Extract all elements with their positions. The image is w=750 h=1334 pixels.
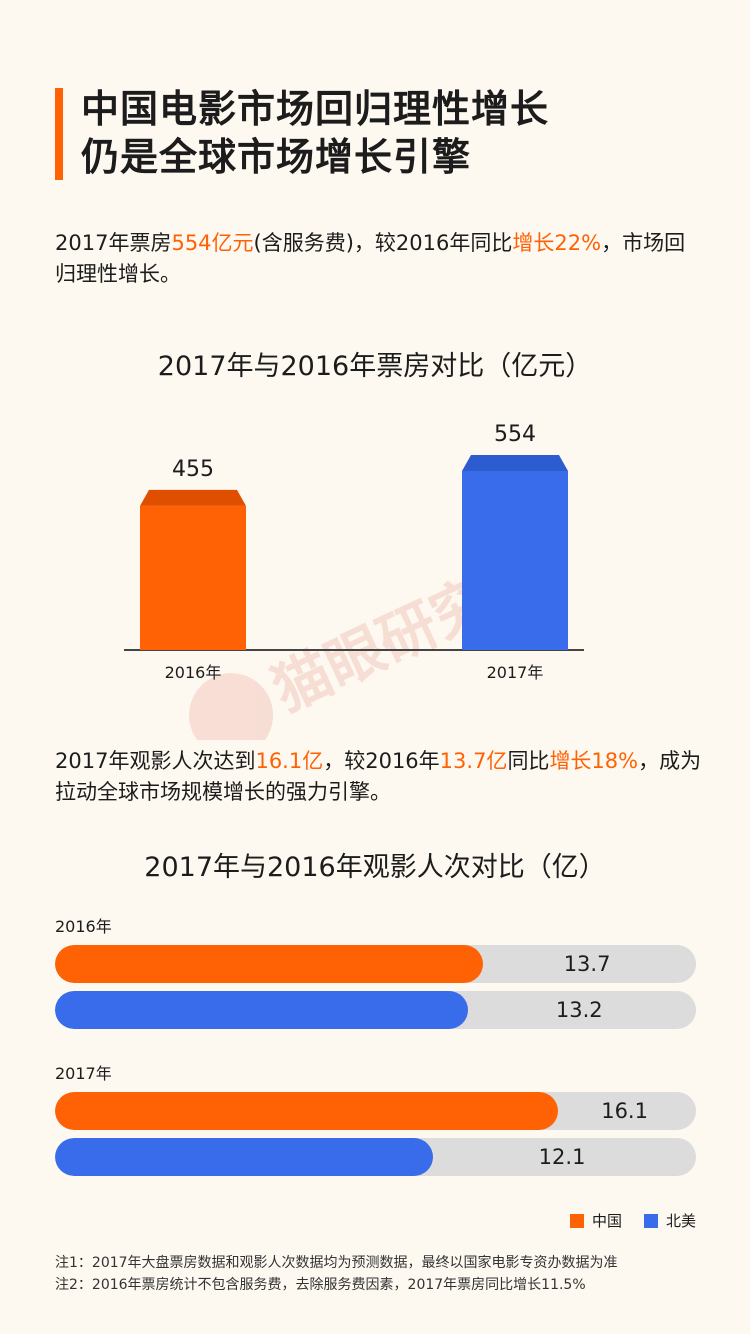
bar-track: 13.7 bbox=[55, 945, 696, 983]
group-label-2016: 2016年 bbox=[55, 917, 112, 936]
value-china-2016: 13.7 bbox=[563, 952, 611, 976]
box-office-chart-title: 2017年与2016年票房对比（亿元） bbox=[157, 351, 593, 382]
footnote-1: 注1：2017年大盘票房数据和观影人次数据均为预测数据，最终以国家电影专资办数据… bbox=[55, 1255, 618, 1271]
summary-highlight: 增长22% bbox=[512, 231, 602, 255]
category-label-2017: 2017年 bbox=[487, 663, 544, 682]
bar-top-2016 bbox=[140, 489, 246, 506]
value-label-2016: 455 bbox=[172, 457, 214, 482]
footnotes: 注1：2017年大盘票房数据和观影人次数据均为预测数据，最终以国家电影专资办数据… bbox=[55, 1252, 618, 1296]
bar-top-2017 bbox=[462, 455, 568, 471]
admissions-chart-title: 2017年与2016年观影人次对比（亿） bbox=[144, 852, 606, 883]
legend-swatch-orange bbox=[569, 1213, 584, 1228]
page-title-line1: 中国电影市场回归理性增长 bbox=[81, 87, 550, 131]
summary-text: ，成为拉动全球市场规模增长的强力引擎。 bbox=[55, 749, 702, 804]
bar-north-america-2017 bbox=[55, 1138, 434, 1176]
legend-label-china: 中国 bbox=[591, 1212, 622, 1230]
legend-swatch-blue bbox=[643, 1213, 658, 1228]
bar-2017 bbox=[462, 471, 568, 650]
box-office-chart: 455 2016年 554 2017年 bbox=[124, 422, 584, 682]
admissions-summary: 2017年观影人次达到16.1亿，较2016年13.7亿同比增长18%，成为拉动… bbox=[55, 746, 705, 808]
summary-highlight: 16.1亿 bbox=[255, 749, 324, 773]
value-north-america-2017: 12.1 bbox=[538, 1145, 586, 1169]
summary-highlight: 554亿元 bbox=[171, 231, 254, 255]
summary-text: ，较2016年 bbox=[323, 749, 440, 773]
legend-item-china: 中国 bbox=[569, 1210, 622, 1231]
admissions-chart: 2016年 13.7 13.2 2017年 16.1 12.1 bbox=[55, 910, 696, 1190]
summary-text: 2017年观影人次达到 bbox=[55, 749, 256, 773]
legend-label-north-america: 北美 bbox=[665, 1212, 696, 1230]
box-office-summary: 2017年票房554亿元(含服务费)，较2016年同比增长22%，市场回归理性增… bbox=[55, 228, 705, 290]
bar-track: 13.2 bbox=[55, 991, 696, 1029]
value-label-2017: 554 bbox=[494, 422, 536, 447]
footnote-2: 注2：2016年票房统计不包含服务费，去除服务费因素，2017年票房同比增长11… bbox=[55, 1277, 586, 1293]
bar-track: 16.1 bbox=[55, 1092, 696, 1130]
summary-text: 2017年票房 bbox=[55, 231, 172, 255]
summary-text: 同比 bbox=[507, 749, 550, 773]
title-accent-bar bbox=[55, 88, 63, 180]
chart-legend: 中国 北美 bbox=[569, 1210, 696, 1231]
summary-highlight: 增长18% bbox=[549, 749, 639, 773]
bar-track: 12.1 bbox=[55, 1138, 696, 1176]
group-label-2017: 2017年 bbox=[55, 1064, 112, 1083]
summary-text: (含服务费)，较2016年同比 bbox=[253, 231, 513, 255]
bar-china-2016 bbox=[55, 945, 484, 983]
value-north-america-2016: 13.2 bbox=[555, 998, 603, 1022]
value-china-2017: 16.1 bbox=[601, 1099, 648, 1123]
legend-item-north-america: 北美 bbox=[643, 1210, 696, 1231]
bar-2016 bbox=[140, 505, 246, 650]
category-label-2016: 2016年 bbox=[165, 663, 222, 682]
summary-highlight: 13.7亿 bbox=[439, 749, 508, 773]
bar-china-2017 bbox=[55, 1092, 559, 1130]
bar-north-america-2016 bbox=[55, 991, 468, 1029]
summary-text: ，市场回归理性增长。 bbox=[55, 231, 686, 286]
page-title-line2: 仍是全球市场增长引擎 bbox=[81, 135, 472, 179]
